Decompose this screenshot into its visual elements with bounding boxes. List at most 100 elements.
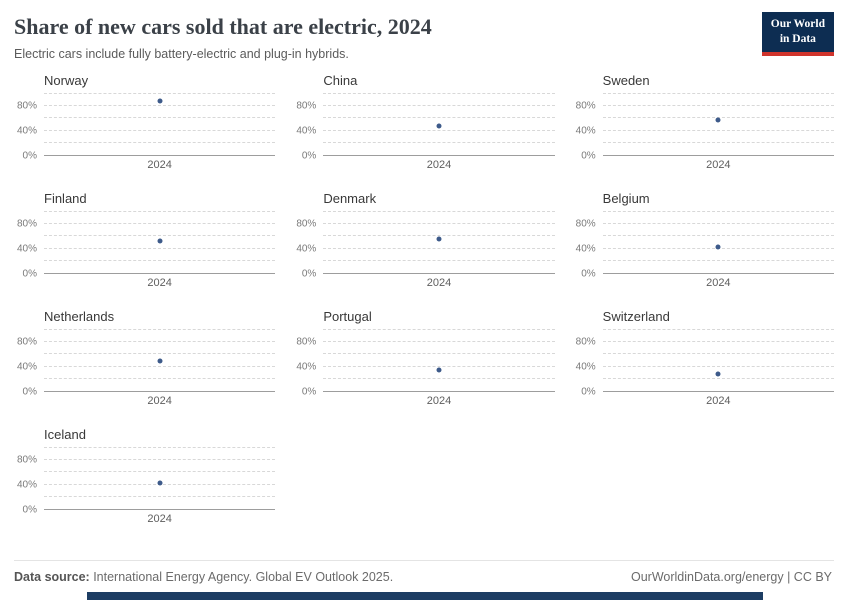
gridline (323, 141, 555, 143)
chart-panel: Switzerland 0% 40% 80% 2024 (573, 309, 834, 407)
gridline (602, 365, 834, 367)
y-tick-label: 80% (575, 100, 596, 112)
chart-footer: Data source: International Energy Agency… (14, 560, 834, 600)
gridline (602, 329, 834, 330)
chart-panel: Norway 0% 40% 80% 2024 (14, 73, 276, 171)
data-point[interactable] (715, 117, 721, 123)
panel-yaxis: 0% 40% 80% (293, 330, 323, 398)
panel-title: Sweden (602, 73, 650, 88)
panel-title: Iceland (44, 427, 86, 442)
y-tick-label: 0% (22, 504, 37, 516)
y-tick-label: 40% (296, 243, 317, 255)
gridline (44, 447, 276, 448)
chart-panel: Finland 0% 40% 80% 2024 (14, 191, 276, 289)
owid-logo-line1: Our World (770, 18, 825, 30)
owid-credit-link[interactable]: OurWorldinData.org/energy | CC BY (630, 570, 832, 584)
panel-yaxis: 0% 40% 80% (14, 212, 44, 280)
data-source: Data source: International Energy Agency… (14, 570, 393, 584)
bottom-accent-bar (87, 592, 763, 600)
owid-logo[interactable]: Our World in Data (761, 12, 834, 56)
panel-plot (44, 211, 276, 274)
gridline (323, 353, 555, 355)
gridline (602, 129, 834, 131)
y-tick-label: 40% (16, 479, 37, 491)
panel-plot (44, 93, 276, 156)
panel-plot (44, 329, 276, 392)
gridline (44, 117, 276, 119)
header-text-block: Share of new cars sold that are electric… (14, 12, 432, 61)
gridline (44, 377, 276, 379)
chart-panel: Netherlands 0% 40% 80% 2024 (14, 309, 276, 407)
y-tick-label: 80% (16, 100, 37, 112)
data-source-label: Data source: (14, 570, 90, 584)
gridline (323, 377, 555, 379)
panel-title: Portugal (323, 309, 372, 324)
data-point[interactable] (436, 367, 442, 373)
y-tick-label: 0% (301, 386, 317, 398)
gridline (323, 259, 555, 261)
data-point[interactable] (157, 480, 163, 486)
y-tick-label: 0% (301, 268, 317, 280)
gridline (44, 247, 276, 249)
data-point[interactable] (157, 238, 163, 244)
panel-title: Finland (44, 191, 87, 206)
gridline (602, 341, 834, 343)
panel-yaxis: 0% 40% 80% (14, 330, 44, 398)
y-tick-label: 40% (575, 125, 596, 137)
gridline (602, 235, 834, 237)
y-tick-label: 80% (296, 336, 317, 348)
gridline (602, 259, 834, 261)
panel-plot (602, 329, 834, 392)
panel-xlabel: 2024 (426, 277, 452, 289)
gridline (323, 329, 555, 330)
gridline (323, 341, 555, 343)
panel-title: Norway (44, 73, 89, 88)
gridline (602, 377, 834, 379)
y-tick-label: 80% (575, 218, 596, 230)
data-point[interactable] (157, 98, 163, 104)
panel-xlabel: 2024 (147, 159, 172, 171)
chart-subtitle: Electric cars include fully battery-elec… (14, 47, 349, 61)
gridline (323, 129, 555, 131)
panel-plot (323, 93, 555, 156)
panel-yaxis: 0% 40% 80% (293, 212, 323, 280)
gridline (602, 211, 834, 212)
y-tick-label: 40% (16, 361, 37, 373)
y-tick-label: 0% (301, 150, 317, 162)
y-tick-label: 40% (296, 361, 317, 373)
data-point[interactable] (436, 236, 442, 242)
panel-yaxis: 0% 40% 80% (14, 94, 44, 162)
gridline (602, 353, 834, 355)
panel-xlabel: 2024 (706, 395, 731, 407)
data-point[interactable] (157, 358, 163, 364)
y-tick-label: 0% (22, 386, 37, 398)
y-tick-label: 0% (22, 268, 37, 280)
gridline (44, 365, 276, 367)
chart-panel: Belgium 0% 40% 80% 2024 (573, 191, 834, 289)
y-tick-label: 80% (575, 336, 596, 348)
panel-yaxis: 0% 40% 80% (573, 212, 603, 280)
panel-xlabel: 2024 (706, 277, 731, 289)
gridline (602, 105, 834, 107)
chart-panel: Sweden 0% 40% 80% 2024 (573, 73, 834, 171)
gridline (323, 247, 555, 249)
gridline (44, 235, 276, 237)
gridline (44, 459, 276, 461)
panel-title: Netherlands (44, 309, 115, 324)
data-point[interactable] (715, 244, 721, 250)
y-tick-label: 80% (16, 454, 37, 466)
y-tick-label: 80% (296, 100, 317, 112)
gridline (323, 211, 555, 212)
gridline (44, 471, 276, 473)
gridline (323, 223, 555, 225)
y-tick-label: 0% (581, 268, 596, 280)
chart-panel: Denmark 0% 40% 80% 2024 (293, 191, 555, 289)
chart-panel: China 0% 40% 80% 2024 (293, 73, 555, 171)
y-tick-label: 80% (16, 336, 37, 348)
chart-panel: Iceland 0% 40% 80% 2024 (14, 427, 276, 525)
data-point[interactable] (715, 371, 721, 377)
panel-plot (602, 211, 834, 274)
data-point[interactable] (436, 123, 442, 129)
gridline (44, 129, 276, 131)
y-tick-label: 0% (581, 386, 596, 398)
